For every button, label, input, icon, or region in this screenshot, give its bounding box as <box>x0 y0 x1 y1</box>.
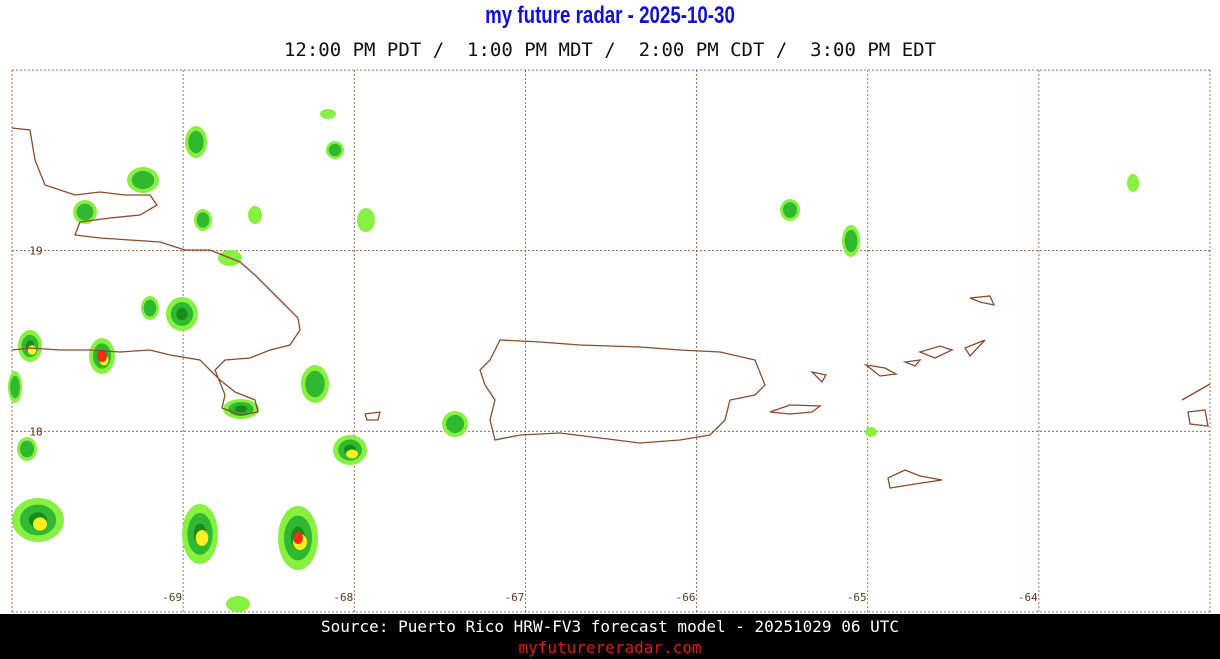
footer: Source: Puerto Rico HRW-FV3 forecast mod… <box>0 614 1220 659</box>
lon-label: -69 <box>162 591 182 604</box>
site-link[interactable]: myfuturereradar.com <box>518 638 702 657</box>
echo <box>1127 174 1139 192</box>
map: -69 -68 -67 -66 -65 -64 19 18 <box>8 69 1211 613</box>
source: Source: Puerto Rico HRW-FV3 forecast mod… <box>321 617 899 636</box>
lat-label: 18 <box>29 425 42 438</box>
echo-core <box>783 202 797 218</box>
echo <box>357 208 375 232</box>
echo-core <box>346 449 358 459</box>
echo-core <box>33 517 47 531</box>
echo-core <box>97 350 107 362</box>
lon-label: -68 <box>333 591 353 604</box>
title: my future radar - 2025-10-30 <box>485 2 735 29</box>
echo-core <box>176 308 188 320</box>
echo <box>226 596 250 612</box>
echo-core <box>20 440 34 458</box>
echo-core <box>143 299 157 317</box>
echo <box>865 427 877 437</box>
radar-echoes <box>8 109 1139 612</box>
lat-label: 19 <box>29 245 42 258</box>
echo <box>320 109 336 119</box>
echo-core <box>844 229 858 253</box>
echo <box>248 206 262 224</box>
time-zones: 12:00 PM PDT / 1:00 PM MDT / 2:00 PM CDT… <box>283 39 937 61</box>
echo-core <box>234 405 248 413</box>
echo-core <box>293 532 303 544</box>
echo-core <box>196 212 210 228</box>
echo-core <box>131 170 155 190</box>
lon-label: -66 <box>676 591 696 604</box>
echo-core <box>445 414 465 434</box>
echo-core <box>195 530 209 546</box>
echo-core <box>188 130 204 154</box>
echo-core <box>10 375 20 399</box>
lon-label: -65 <box>847 591 867 604</box>
coastlines <box>11 127 1211 489</box>
echo-core <box>328 143 342 157</box>
graticule: -69 -68 -67 -66 -65 -64 19 18 <box>11 69 1211 613</box>
lon-label: -64 <box>1018 591 1038 604</box>
echo-core <box>27 345 37 355</box>
lon-label: -67 <box>504 591 524 604</box>
echo-core <box>76 203 94 221</box>
echo-core <box>305 370 325 398</box>
